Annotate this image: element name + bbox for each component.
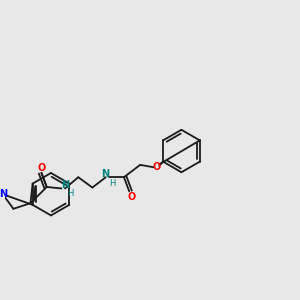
Text: O: O [152,162,160,172]
Text: H: H [67,189,74,198]
Text: O: O [37,164,46,173]
Text: H: H [109,179,115,188]
Text: N: N [102,169,110,179]
Text: O: O [128,192,136,202]
Text: N: N [0,189,7,199]
Text: N: N [61,180,69,190]
